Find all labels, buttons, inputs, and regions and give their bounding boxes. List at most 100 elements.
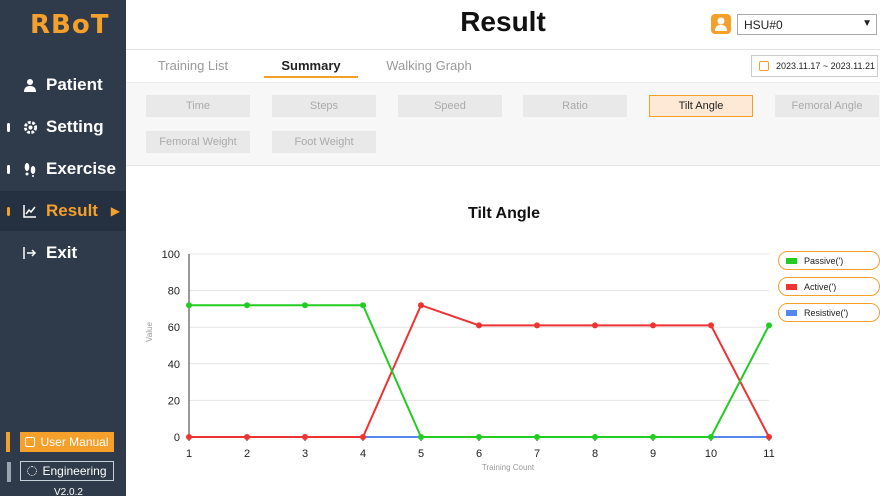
data-point [650, 434, 656, 440]
x-tick-label: 10 [705, 448, 717, 460]
y-tick-label: 80 [168, 286, 180, 298]
sidebar-item-label: Setting [46, 117, 104, 136]
chevron-down-icon: ▼ [862, 18, 872, 29]
x-tick-label: 4 [360, 448, 366, 460]
version-label: V2.0.2 [54, 487, 83, 496]
filter-time[interactable]: Time [146, 95, 250, 117]
y-tick-label: 60 [168, 322, 180, 334]
x-tick-label: 11 [763, 448, 774, 460]
legend-resistive[interactable]: Resistive(') [778, 303, 880, 322]
legend-label: Active(') [804, 281, 837, 292]
data-point [302, 434, 308, 440]
legend-label: Passive(') [804, 255, 844, 266]
sidebar-item-setting[interactable]: Setting [0, 107, 126, 147]
tilt-angle-chart: Tilt Angle 0 20 40 60 80 100 1 2 3 4 5 6 7 8 9 10 11 Tra… [145, 205, 775, 472]
user-avatar-icon [711, 14, 731, 34]
x-tick-label: 7 [534, 448, 540, 460]
sidebar-item-exercise[interactable]: Exercise [0, 149, 126, 189]
app-logo: RBoT [30, 10, 110, 40]
tab-summary[interactable]: Summary [281, 58, 341, 73]
tab-training-list[interactable]: Training List [157, 58, 229, 73]
sidebar-item-label: Exit [46, 243, 78, 262]
nav-indicator [7, 164, 10, 174]
filter-foot-weight[interactable]: Foot Weight [272, 131, 376, 153]
user-select[interactable]: HSU#0 ▼ [737, 14, 877, 35]
x-tick-label: 5 [418, 448, 424, 460]
filter-tilt-angle[interactable]: Tilt Angle [649, 95, 753, 117]
tab-active-indicator [264, 76, 358, 78]
sidebar-item-patient[interactable]: Patient [0, 65, 126, 105]
engineering-label: Engineering [42, 464, 107, 478]
calendar-icon [759, 61, 769, 71]
metric-filter-area: Time Steps Speed Ratio Tilt Angle Femora… [126, 82, 880, 166]
sidebar-item-result[interactable]: Result ▶ [0, 191, 126, 231]
tab-walking-graph[interactable]: Walking Graph [386, 58, 472, 73]
sidebar-item-label: Patient [46, 75, 103, 94]
data-point [244, 302, 250, 309]
legend-active[interactable]: Active(') [778, 277, 880, 296]
nav-indicator [7, 122, 10, 132]
filter-steps[interactable]: Steps [272, 95, 376, 117]
page-title: Result [460, 6, 546, 37]
data-point [360, 434, 366, 440]
nav-indicator [7, 206, 10, 216]
footprints-icon [22, 161, 38, 177]
data-point [650, 322, 656, 329]
date-range-value: 2023.11.17 ~ 2023.11.21 [776, 61, 876, 71]
data-point [418, 434, 424, 440]
data-point [476, 434, 482, 440]
data-point [186, 434, 192, 440]
x-tick-label: 8 [592, 448, 598, 460]
legend-passive[interactable]: Passive(') [778, 251, 880, 270]
user-select-value: HSU#0 [744, 17, 783, 32]
data-point [766, 434, 772, 440]
y-tick-label: 40 [168, 359, 180, 371]
data-point [476, 322, 482, 329]
engineering-button[interactable]: Engineering [7, 461, 114, 482]
legend-label: Resistive(') [804, 307, 849, 318]
x-axis-label: Training Count [482, 463, 535, 472]
data-point [418, 302, 424, 309]
date-range-picker[interactable]: 2023.11.17 ~ 2023.11.21 [751, 55, 878, 77]
data-point [708, 322, 714, 329]
y-tick-label: 100 [162, 249, 180, 261]
data-point [360, 302, 366, 309]
data-point [592, 434, 598, 440]
filter-femoral-angle[interactable]: Femoral Angle [775, 95, 879, 117]
filter-femoral-weight[interactable]: Femoral Weight [146, 131, 250, 153]
exit-icon [22, 245, 38, 261]
chart-icon [22, 203, 38, 219]
data-point [592, 322, 598, 329]
y-axis-label: Value [145, 322, 154, 342]
data-point [302, 302, 308, 309]
x-tick-label: 2 [244, 448, 250, 460]
person-icon [22, 77, 38, 93]
filter-speed[interactable]: Speed [398, 95, 502, 117]
active-arrow-icon: ▶ [110, 204, 120, 218]
chart-title: Tilt Angle [468, 205, 540, 222]
x-tick-label: 9 [650, 448, 656, 460]
data-point [244, 434, 250, 440]
filter-ratio[interactable]: Ratio [523, 95, 627, 117]
x-tick-label: 6 [476, 448, 482, 460]
legend-swatch [786, 309, 797, 316]
user-manual-label: User Manual [40, 435, 109, 449]
book-icon [25, 437, 36, 447]
sidebar-item-exit[interactable]: Exit [0, 233, 126, 273]
sidebar: RBoT Patient Setting Exercise Result ▶ E… [0, 0, 126, 496]
y-tick-label: 20 [168, 395, 180, 407]
data-point [534, 322, 540, 329]
user-manual-button[interactable]: User Manual [6, 432, 114, 452]
x-tick-label: 3 [302, 448, 308, 460]
cog-icon [27, 466, 38, 476]
y-tick-label: 0 [174, 432, 180, 444]
data-point [186, 302, 192, 309]
data-point [766, 322, 772, 329]
chart-series [186, 302, 772, 440]
data-point [708, 434, 714, 440]
sidebar-item-label: Exercise [46, 159, 116, 178]
sidebar-item-label: Result [46, 201, 98, 220]
legend-swatch [786, 257, 797, 264]
chart-axes: 0 20 40 60 80 100 1 2 3 4 5 6 7 8 9 10 11 [162, 249, 775, 460]
header-divider [126, 49, 880, 50]
